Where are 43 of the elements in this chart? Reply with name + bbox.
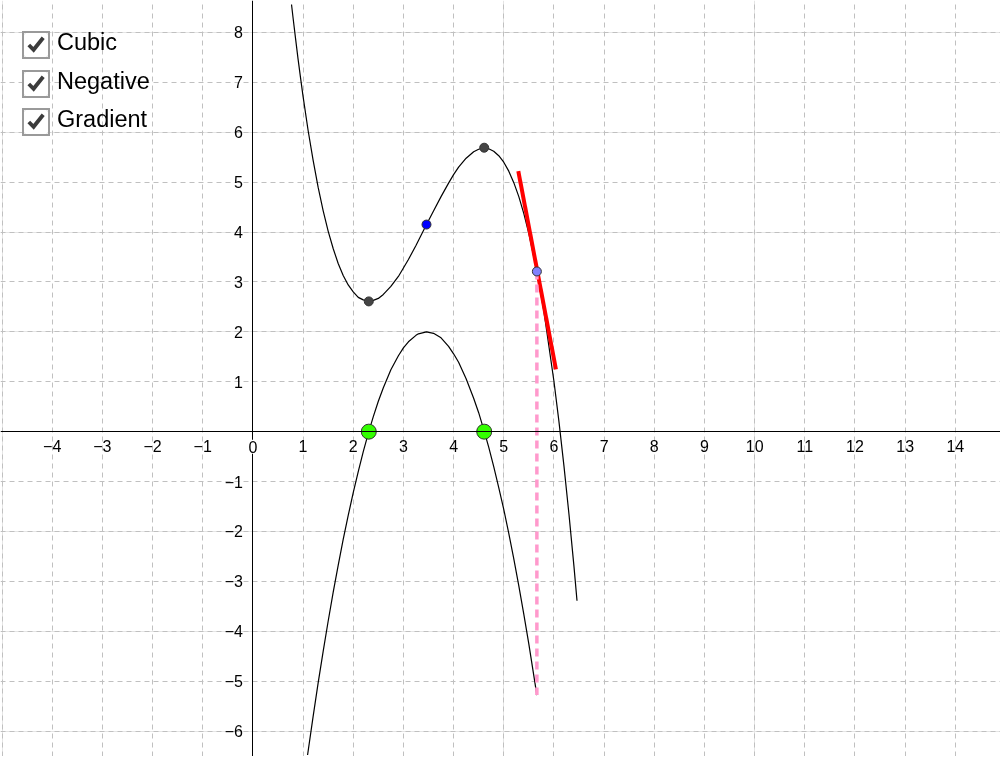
x-tick-label: 14 [946, 437, 965, 455]
x-tick-label: −2 [143, 437, 162, 455]
annotation: Gradient [57, 105, 148, 135]
point [363, 296, 374, 307]
point [421, 219, 432, 230]
point [479, 142, 490, 153]
y-tick-label: 1 [233, 373, 243, 391]
y-tick-label: −6 [224, 723, 243, 741]
y-tick-label: 6 [233, 124, 243, 142]
annotation: Cubic [57, 28, 118, 58]
y-tick-label: 4 [233, 224, 243, 242]
x-tick-label: 1 [298, 437, 308, 455]
x-tick-label: 4 [449, 437, 459, 455]
x-tick-label: 10 [745, 437, 764, 455]
x-tick-label: 2 [348, 437, 358, 455]
x-tick-label: 11 [796, 437, 814, 455]
x-tick-label: −3 [93, 437, 112, 455]
annotation: Negative [57, 66, 150, 96]
x-tick-label: 0 [248, 438, 258, 456]
y-tick-label: 5 [233, 174, 243, 192]
y-tick-label: 7 [233, 74, 243, 92]
x-tick-label: 5 [499, 437, 509, 455]
line-series [306, 331, 538, 756]
y-tick-label: −1 [224, 473, 243, 491]
y-tick-label: 2 [233, 323, 243, 341]
x-tick-label: 8 [649, 437, 659, 455]
x-tick-label: 3 [398, 437, 408, 455]
x-tick-label: −1 [193, 437, 212, 455]
x-tick-label: 9 [700, 437, 710, 455]
point [476, 423, 493, 440]
y-tick-label: 3 [233, 273, 243, 291]
x-tick-label: 12 [846, 437, 864, 455]
point [360, 423, 377, 440]
point [531, 266, 542, 277]
x-tick-label: 6 [549, 437, 559, 455]
x-tick-label: 13 [896, 437, 915, 455]
y-tick-label: −2 [224, 523, 243, 541]
x-tick-label: 7 [599, 437, 609, 455]
y-tick-label: −3 [224, 573, 243, 591]
y-tick-label: −5 [224, 673, 243, 691]
x-tick-label: −4 [43, 437, 62, 455]
y-tick-label: 8 [233, 24, 243, 42]
y-tick-label: −4 [224, 623, 243, 641]
